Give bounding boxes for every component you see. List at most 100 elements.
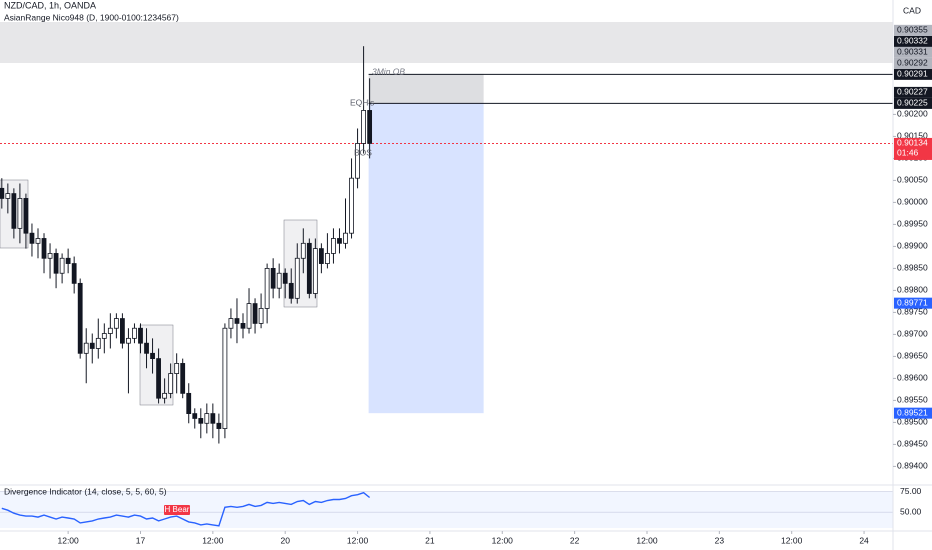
candle-body [107, 327, 113, 334]
x-tick-label: 17 [136, 535, 146, 545]
y-tick-label: 0.89600 [897, 373, 928, 383]
candle-body [47, 253, 53, 259]
price-label: 0.90292 [897, 58, 928, 68]
candle-body [5, 193, 11, 199]
candle-body [120, 318, 125, 344]
x-tick-label: 20 [280, 535, 290, 545]
annotation: EQH's [350, 97, 374, 107]
price-label-bg [894, 57, 932, 69]
candle-body [168, 373, 174, 394]
price-label: 0.90227 [897, 87, 928, 97]
candle-body [144, 342, 149, 354]
y-tick-label: 0.89800 [897, 285, 928, 295]
candle-body [138, 327, 143, 344]
candle-body [101, 333, 107, 339]
candle-body [132, 327, 137, 339]
candle-body [252, 303, 258, 324]
annotation-bg [164, 505, 190, 515]
price-label: 0.90332 [897, 36, 928, 46]
candle-body [95, 337, 101, 349]
candle-body [240, 322, 246, 329]
candle-body [23, 198, 29, 234]
x-tick-label: 24 [859, 535, 869, 545]
y-tick-label: 0.89700 [897, 329, 928, 339]
y-tick-label: 0.89550 [897, 395, 928, 405]
candle-body [77, 282, 83, 354]
x-tick-label: 22 [570, 535, 580, 545]
candle-body [126, 337, 131, 344]
price-label: 0.90331 [897, 47, 928, 57]
y-tick-label: 75.00 [900, 486, 922, 496]
chart-title: NZD/CAD, 1h, OANDA [4, 0, 96, 10]
price-label-bg [894, 24, 932, 36]
candle-body [150, 352, 155, 360]
annotation: BOS [354, 147, 372, 157]
indicator-label: AsianRange Nico948 (D, 1900-0100:1234567… [4, 12, 179, 22]
countdown: 01:46 [897, 148, 919, 158]
price-label: 0.90134 [897, 138, 928, 148]
candle-body [318, 248, 324, 264]
candle-body [337, 238, 342, 244]
candle-body [264, 267, 270, 309]
candle-body [216, 422, 222, 429]
candle-body [198, 418, 204, 424]
candle-body [361, 110, 366, 144]
y-tick-label: 0.90000 [897, 197, 928, 207]
candle-body [349, 177, 354, 234]
candle-body [246, 303, 252, 329]
x-tick-label: 12:00 [347, 535, 369, 545]
x-tick-label: 12:00 [781, 535, 803, 545]
candle-body [0, 187, 5, 199]
candle-body [192, 413, 198, 419]
candle-body [53, 253, 59, 274]
y-tick-label: 50.00 [900, 506, 922, 516]
candle-body [294, 257, 300, 299]
price-label: 0.90355 [897, 25, 928, 35]
candle-body [41, 238, 47, 259]
candle-body [65, 257, 71, 264]
price-label: 0.90225 [897, 98, 928, 108]
y-tick-label: 0.89850 [897, 263, 928, 273]
candle-body [331, 238, 336, 254]
price-label-bg [894, 407, 932, 419]
x-tick-label: 12:00 [202, 535, 224, 545]
x-tick-label: 12:00 [57, 535, 79, 545]
currency[interactable]: CAD [903, 5, 921, 15]
x-tick-label: 12:00 [636, 535, 658, 545]
candle-body [234, 318, 240, 324]
candle-body [180, 363, 186, 394]
candle-body [35, 238, 41, 244]
candle-body [29, 232, 35, 244]
y-tick-label: 0.89500 [897, 417, 928, 427]
candle-body [228, 318, 234, 329]
y-tick-label: 0.89450 [897, 439, 928, 449]
candle-body [258, 308, 264, 324]
y-tick-label: 0.89400 [897, 461, 928, 471]
candle-body [312, 248, 318, 294]
candle-body [174, 363, 180, 374]
y-tick-label: 0.90200 [897, 109, 928, 119]
candle-body [11, 193, 17, 229]
y-tick-label: 0.89950 [897, 219, 928, 229]
x-tick-label: 21 [425, 535, 435, 545]
y-tick-label: 0.90150 [897, 131, 928, 141]
candle-body [270, 267, 276, 289]
annotation: H Bear [165, 505, 190, 514]
y-tick-label: 0.90050 [897, 175, 928, 185]
x-tick-label: 12:00 [492, 535, 514, 545]
annotation: 3Min OB [372, 66, 405, 76]
price-label: 0.90291 [897, 69, 928, 79]
candle-body [83, 342, 89, 354]
price-label-bg [894, 297, 932, 309]
y-tick-label: 0.89650 [897, 351, 928, 361]
price-label-bg [894, 46, 932, 58]
candle-body [204, 413, 210, 424]
price-label-bg [894, 68, 932, 80]
price-label-bg [894, 97, 932, 109]
y-tick-label: 0.89900 [897, 241, 928, 251]
candle-body [89, 342, 95, 349]
price-label-bg [894, 137, 932, 160]
candle-body [288, 282, 294, 299]
price-label: 0.89771 [897, 297, 928, 307]
